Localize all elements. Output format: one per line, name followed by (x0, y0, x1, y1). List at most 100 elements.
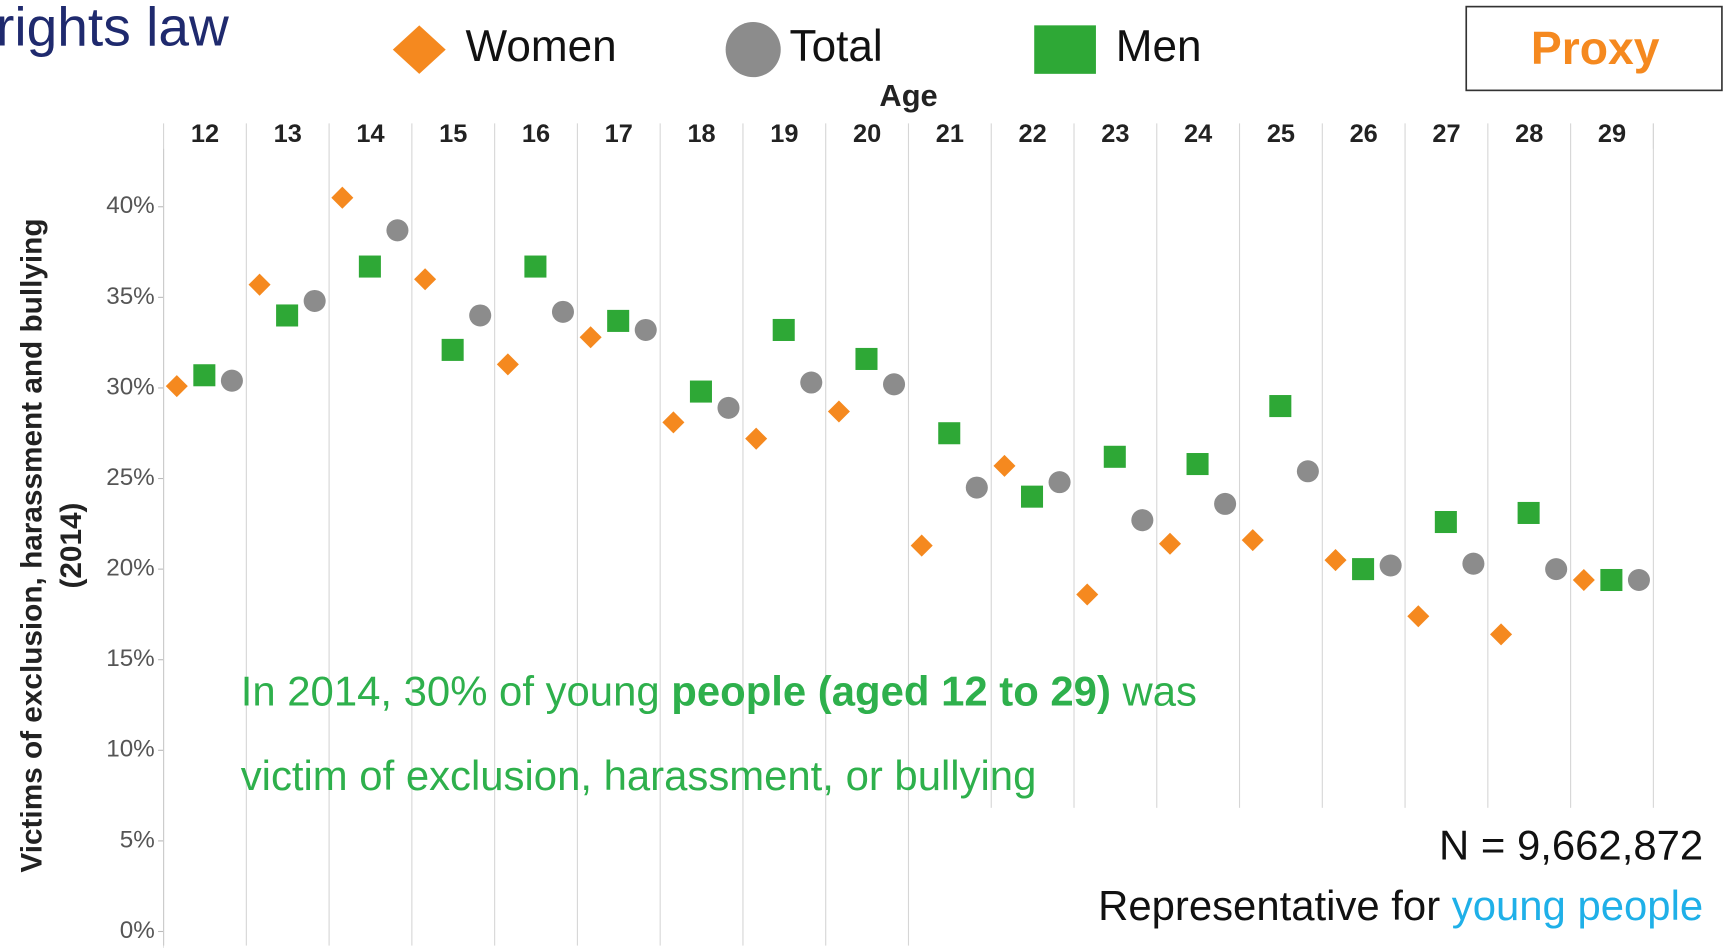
point (1517, 501, 1540, 524)
x-tick-label: 16 (522, 120, 550, 148)
annotation: victim of exclusion, harassment, or bull… (241, 752, 1037, 799)
point (1407, 605, 1430, 628)
point (717, 396, 740, 419)
point (883, 373, 906, 396)
point (910, 534, 933, 557)
point (248, 273, 271, 296)
x-tick-label: 23 (1101, 120, 1129, 148)
legend-marker (725, 22, 781, 78)
point (745, 427, 768, 450)
point (1103, 445, 1126, 468)
badge: Proxy (1531, 22, 1660, 74)
y-tick-label: 30% (106, 373, 155, 400)
representative-part: young people (1452, 882, 1703, 929)
x-tick-label: 12 (191, 120, 219, 148)
point (965, 476, 988, 499)
x-tick-label: 22 (1019, 120, 1047, 148)
point (1490, 623, 1513, 646)
point (386, 219, 409, 242)
y-tick-label: 0% (120, 917, 155, 944)
point (441, 338, 464, 361)
x-tick-label: 26 (1350, 120, 1378, 148)
point (469, 304, 492, 327)
point (579, 326, 602, 349)
point (414, 268, 437, 291)
point (1352, 558, 1375, 581)
point (1545, 558, 1568, 581)
point (1462, 552, 1485, 575)
point (1214, 492, 1237, 515)
point (1434, 510, 1457, 534)
y-tick-label: 20% (106, 555, 155, 582)
x-axis-title: Age (879, 78, 937, 113)
annotation-part: people (aged 12 to 29) (671, 667, 1111, 714)
y-tick-label: 25% (106, 464, 155, 491)
y-tick-label: 35% (106, 283, 155, 310)
point (276, 304, 299, 327)
y-tick-label: 5% (120, 826, 155, 853)
point (607, 309, 630, 332)
x-tick-label: 29 (1598, 120, 1626, 148)
x-tick-label: 17 (605, 120, 633, 148)
x-tick-label: 25 (1267, 120, 1295, 148)
point (634, 318, 657, 341)
point (1020, 485, 1044, 508)
point (496, 353, 519, 376)
point (827, 400, 850, 423)
point (193, 364, 216, 387)
point (165, 375, 188, 398)
point (689, 380, 712, 403)
point (1627, 568, 1650, 592)
x-tick-label: 15 (439, 120, 467, 148)
point (1186, 453, 1209, 476)
y-axis-title: (2014) (55, 503, 88, 589)
y-tick-label: 40% (106, 192, 155, 219)
representative-part: Representative for (1098, 882, 1452, 929)
annotation: In 2014, 30% of young people (aged 12 to… (241, 667, 1197, 714)
sample-size: N = 9,662,872 (1439, 822, 1703, 869)
point (1269, 395, 1292, 418)
y-tick-label: 10% (106, 736, 155, 763)
legend-marker (392, 25, 446, 74)
point (855, 347, 878, 370)
x-tick-label: 21 (936, 120, 964, 148)
note-panel (950, 807, 1729, 950)
point (551, 300, 574, 323)
point (220, 369, 243, 392)
x-tick-label: 18 (687, 120, 715, 148)
point (993, 454, 1016, 477)
annotation-part: In 2014, 30% of young (241, 667, 672, 714)
point (1379, 554, 1402, 577)
x-tick-label: 24 (1184, 120, 1212, 148)
point (772, 318, 795, 341)
point (524, 255, 547, 278)
bottom-cover (163, 945, 951, 950)
point (1158, 532, 1182, 555)
point (938, 422, 961, 445)
legend-marker (1034, 25, 1096, 74)
point (1076, 583, 1099, 606)
point (331, 186, 354, 209)
x-tick-label: 28 (1515, 120, 1543, 148)
point (1131, 509, 1154, 532)
x-tick-label: 13 (274, 120, 302, 148)
point (1324, 549, 1347, 572)
x-tick-label: 20 (853, 120, 881, 148)
x-tick-label: 27 (1432, 120, 1460, 148)
y-tick-label: 15% (106, 645, 155, 672)
legend-label: Total (790, 22, 883, 71)
point (1296, 460, 1319, 483)
representative: Representative for young people (1098, 882, 1703, 929)
annotation-part: victim of exclusion, harassment, or bull… (241, 752, 1037, 799)
point (662, 411, 685, 434)
annotation-part: was (1111, 667, 1197, 714)
point (1600, 568, 1623, 592)
x-tick-label: 14 (356, 120, 384, 148)
point (1572, 568, 1595, 592)
y-axis-title: Victims of exclusion, harassment and bul… (15, 218, 48, 872)
point (303, 289, 326, 312)
badge-box (1465, 5, 1723, 92)
point (800, 371, 823, 394)
title: rights law (0, 0, 229, 57)
